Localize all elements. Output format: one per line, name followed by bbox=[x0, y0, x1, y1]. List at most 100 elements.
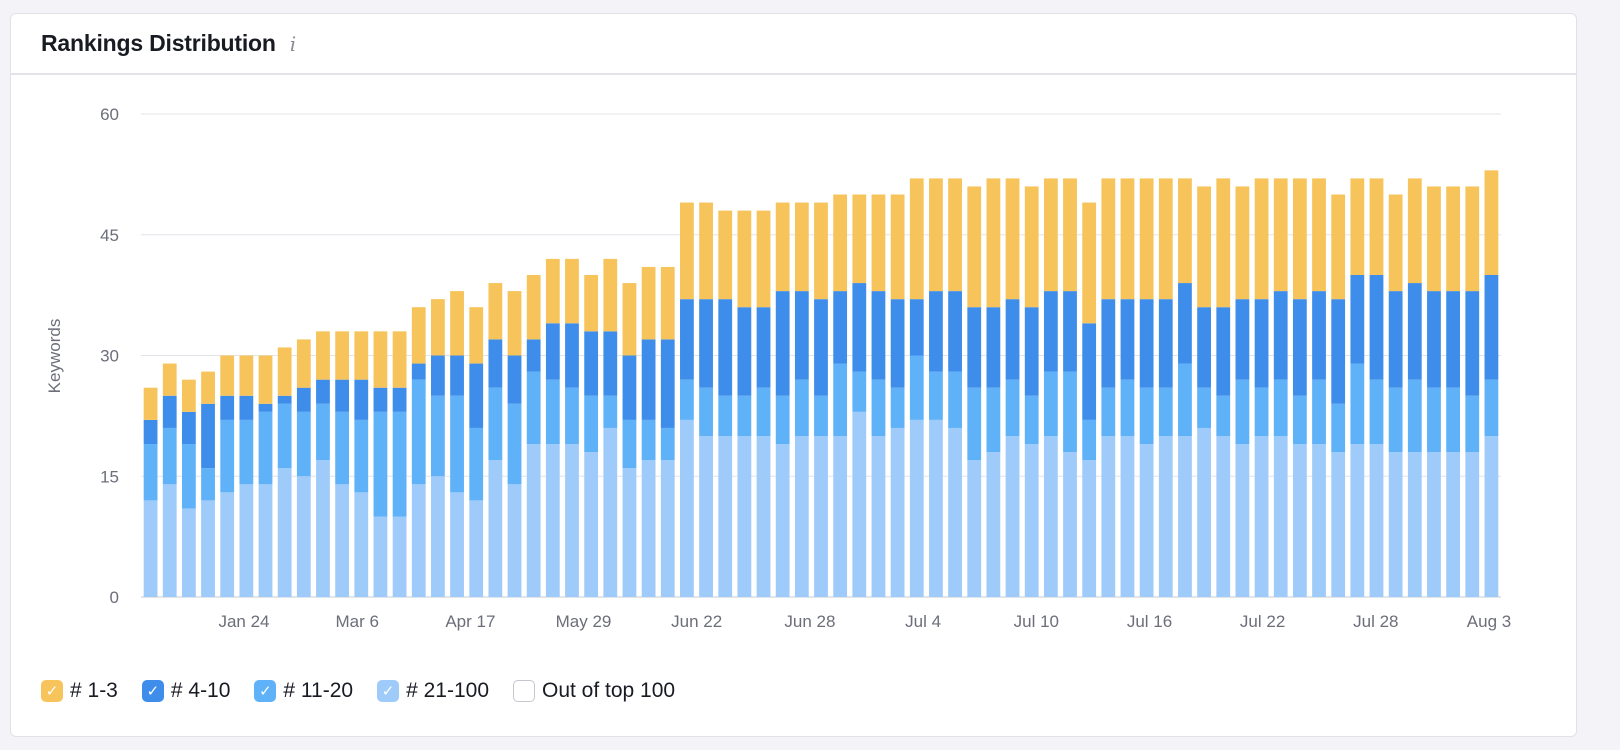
bar-segment bbox=[584, 275, 599, 332]
bar-segment bbox=[1465, 291, 1480, 396]
info-icon[interactable]: i bbox=[289, 31, 297, 56]
bar-segment bbox=[986, 387, 1001, 453]
bar-segment bbox=[143, 444, 158, 501]
bar-segment bbox=[1407, 178, 1422, 284]
bar-segment bbox=[737, 307, 752, 396]
bar-segment bbox=[431, 476, 445, 597]
bar-segment bbox=[296, 387, 311, 412]
bar-segment bbox=[737, 395, 752, 436]
bar-segment bbox=[603, 258, 618, 332]
bar-segment bbox=[1407, 452, 1422, 597]
bar-segment bbox=[1254, 436, 1269, 597]
bar-segment bbox=[852, 411, 867, 597]
bar-segment bbox=[986, 178, 1001, 308]
x-tick-label: Jul 16 bbox=[1127, 612, 1172, 631]
legend-checkbox[interactable]: ✓ bbox=[254, 680, 277, 702]
legend-checkbox[interactable]: ✓ bbox=[141, 680, 164, 702]
bar-segment bbox=[201, 500, 215, 597]
bar-segment bbox=[1063, 291, 1077, 372]
x-tick-label: Aug 3 bbox=[1467, 612, 1511, 631]
bar-segment bbox=[1235, 186, 1250, 300]
legend-label: Out of top 100 bbox=[542, 679, 676, 702]
bar-segment bbox=[1005, 299, 1020, 380]
bar-segment bbox=[1388, 452, 1403, 597]
bar-segment bbox=[622, 468, 637, 597]
bar-segment bbox=[603, 395, 618, 428]
bar-segment bbox=[354, 419, 369, 493]
bar-segment bbox=[641, 460, 656, 597]
x-tick-label: Jun 28 bbox=[784, 612, 835, 631]
bar-segment bbox=[1101, 436, 1116, 597]
bar-segment bbox=[1197, 307, 1211, 388]
bar-segment bbox=[162, 427, 177, 485]
bar-segment bbox=[450, 355, 464, 396]
y-axis-label: Keywords bbox=[45, 319, 64, 394]
bar-segment bbox=[354, 492, 369, 597]
bar-segment bbox=[1158, 436, 1173, 597]
bar-segment bbox=[967, 186, 982, 308]
bar-segment bbox=[1446, 452, 1461, 597]
bar-segment bbox=[258, 403, 273, 412]
bar-segment bbox=[1331, 194, 1346, 300]
bar-segment bbox=[1331, 452, 1346, 597]
bar-segment bbox=[220, 395, 235, 420]
bar-segment bbox=[1158, 299, 1173, 388]
bar-segment bbox=[1082, 202, 1097, 324]
bar-segment bbox=[411, 484, 426, 597]
bar-segment bbox=[392, 387, 407, 412]
bar-segment bbox=[909, 299, 924, 356]
card-header: Rankings Distribution i bbox=[11, 14, 1576, 75]
bar-segment bbox=[277, 468, 292, 597]
x-tick-label: Jan 24 bbox=[218, 612, 269, 631]
bar-segment bbox=[1465, 186, 1480, 292]
bar-segment bbox=[1312, 178, 1326, 292]
bar-segment bbox=[239, 484, 254, 597]
x-tick-label: Jun 22 bbox=[671, 612, 722, 631]
bar-segment bbox=[1235, 444, 1250, 597]
legend-checkbox[interactable] bbox=[513, 680, 535, 702]
bar-segment bbox=[584, 452, 599, 597]
bar-segment bbox=[929, 178, 943, 292]
bar-segment bbox=[1273, 178, 1288, 292]
bar-segment bbox=[526, 275, 541, 340]
bar-segment bbox=[660, 460, 675, 597]
legend-item-top-10[interactable]: ✓ # 4-10 bbox=[141, 679, 231, 703]
legend-item-top-20[interactable]: ✓ # 11-20 bbox=[254, 679, 353, 703]
bar-segment bbox=[469, 500, 484, 597]
legend-item-out-of-top-100[interactable]: Out of top 100 bbox=[513, 679, 675, 703]
legend-checkbox[interactable]: ✓ bbox=[41, 680, 63, 702]
bar-segment bbox=[1484, 170, 1499, 275]
bar-segment bbox=[641, 339, 656, 420]
bar-segment bbox=[1120, 299, 1135, 380]
bar-segment bbox=[1005, 178, 1020, 300]
legend-item-top-3[interactable]: ✓ # 1-3 bbox=[41, 679, 118, 703]
bar-segment bbox=[1273, 379, 1288, 436]
legend-checkbox[interactable]: ✓ bbox=[377, 680, 400, 702]
bar-segment bbox=[1043, 291, 1058, 372]
bar-segment bbox=[718, 299, 733, 396]
bar-segment bbox=[814, 299, 828, 396]
bar-segment bbox=[431, 395, 445, 477]
bar-segment bbox=[1292, 444, 1307, 597]
bar-segment bbox=[1484, 379, 1499, 436]
legend-item-top-100[interactable]: ✓ # 21-100 bbox=[377, 679, 489, 703]
bar-segment bbox=[220, 492, 235, 597]
bar-segment bbox=[469, 427, 484, 501]
bar-segment bbox=[1197, 427, 1211, 597]
bar-segment bbox=[1120, 379, 1135, 436]
bar-segment bbox=[296, 339, 311, 388]
legend-label: # 4-10 bbox=[170, 679, 231, 702]
rankings-chart: 0 15 30 45 60 Keywords Jan 24 Mar 6 Apr 17 May 29… bbox=[45, 105, 1511, 631]
bar-segment bbox=[871, 379, 886, 436]
bar-segment bbox=[545, 258, 560, 324]
bar-segment bbox=[507, 403, 522, 485]
bar-segment bbox=[1312, 379, 1326, 445]
bar-segment bbox=[526, 444, 541, 597]
bar-segment bbox=[1484, 436, 1499, 597]
bar-segment bbox=[1369, 178, 1384, 275]
bar-segment bbox=[181, 379, 196, 412]
bar-segment bbox=[1331, 403, 1346, 453]
bar-segment bbox=[1312, 291, 1326, 380]
bar-segment bbox=[756, 436, 771, 597]
bar-segment bbox=[296, 476, 311, 597]
